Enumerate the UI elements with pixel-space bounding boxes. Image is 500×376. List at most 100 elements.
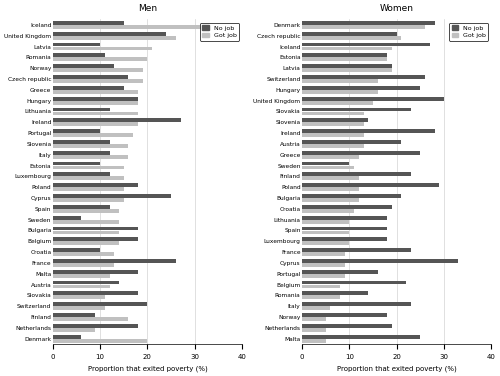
Bar xyxy=(52,36,176,39)
Bar xyxy=(302,86,420,90)
Bar xyxy=(302,237,387,241)
Bar xyxy=(52,53,105,57)
Bar xyxy=(52,205,110,209)
Bar xyxy=(52,173,110,176)
Bar xyxy=(302,36,402,39)
Bar xyxy=(302,241,350,245)
Bar xyxy=(302,313,387,317)
Bar xyxy=(52,274,110,277)
Bar xyxy=(302,21,434,25)
Bar xyxy=(302,90,378,94)
Bar xyxy=(52,75,128,79)
Bar xyxy=(52,291,138,295)
Bar xyxy=(52,328,96,332)
Bar xyxy=(302,32,396,36)
Bar xyxy=(302,209,354,213)
Bar xyxy=(302,270,378,274)
Bar xyxy=(52,166,124,170)
Bar xyxy=(52,313,96,317)
Bar xyxy=(302,53,387,57)
Bar xyxy=(302,205,392,209)
Bar xyxy=(302,291,368,295)
Title: Men: Men xyxy=(138,4,157,13)
Bar xyxy=(302,187,359,191)
Bar xyxy=(302,122,364,126)
Bar xyxy=(52,47,152,50)
Bar xyxy=(52,101,138,105)
X-axis label: Proportion that exited poverty (%): Proportion that exited poverty (%) xyxy=(337,365,456,372)
Bar xyxy=(302,112,364,115)
Bar xyxy=(52,198,124,202)
Bar xyxy=(52,68,142,72)
Bar xyxy=(52,64,114,68)
Bar xyxy=(302,42,430,47)
Bar xyxy=(302,339,326,343)
Bar xyxy=(302,108,411,111)
Bar xyxy=(52,25,233,29)
Bar xyxy=(302,162,350,165)
Bar xyxy=(52,90,138,94)
Bar xyxy=(52,252,114,256)
Bar xyxy=(302,263,344,267)
Bar xyxy=(52,129,100,133)
Bar xyxy=(302,144,364,148)
Bar xyxy=(52,317,128,321)
Bar xyxy=(52,86,124,90)
Bar xyxy=(302,47,392,50)
Bar xyxy=(52,209,119,213)
Bar xyxy=(52,58,148,61)
Bar xyxy=(52,155,128,159)
Bar xyxy=(52,194,171,198)
Bar xyxy=(52,220,119,224)
Bar xyxy=(302,248,411,252)
Bar xyxy=(52,241,119,245)
Legend: No job, Got job: No job, Got job xyxy=(449,23,488,41)
Bar xyxy=(52,97,138,100)
Bar xyxy=(302,183,440,187)
X-axis label: Proportion that exited poverty (%): Proportion that exited poverty (%) xyxy=(88,365,208,372)
Bar xyxy=(302,140,402,144)
Bar xyxy=(52,21,124,25)
Bar xyxy=(52,302,148,306)
Bar xyxy=(52,32,166,36)
Bar xyxy=(302,129,434,133)
Bar xyxy=(302,306,330,310)
Bar xyxy=(302,64,392,68)
Bar xyxy=(302,317,326,321)
Bar xyxy=(52,216,81,220)
Bar xyxy=(52,270,138,274)
Bar xyxy=(52,108,110,111)
Bar xyxy=(302,173,411,176)
Bar xyxy=(52,285,110,288)
Bar xyxy=(302,328,326,332)
Bar xyxy=(302,280,406,285)
Bar xyxy=(52,122,138,126)
Bar xyxy=(302,118,368,122)
Bar xyxy=(302,58,387,61)
Bar xyxy=(52,42,100,47)
Bar xyxy=(52,79,142,83)
Legend: No job, Got job: No job, Got job xyxy=(200,23,239,41)
Bar xyxy=(302,198,359,202)
Title: Women: Women xyxy=(380,4,414,13)
Bar xyxy=(52,144,128,148)
Bar xyxy=(302,25,425,29)
Bar xyxy=(302,166,354,170)
Bar xyxy=(52,140,110,144)
Bar xyxy=(52,324,138,328)
Bar xyxy=(302,75,425,79)
Bar xyxy=(302,335,420,338)
Bar xyxy=(302,259,458,263)
Bar xyxy=(302,220,350,224)
Bar xyxy=(52,296,105,299)
Bar xyxy=(302,79,378,83)
Bar xyxy=(302,151,420,155)
Bar xyxy=(52,133,133,137)
Bar xyxy=(52,339,148,343)
Bar xyxy=(302,68,392,72)
Bar xyxy=(52,263,114,267)
Bar xyxy=(52,162,100,165)
Bar xyxy=(302,101,373,105)
Bar xyxy=(302,155,359,159)
Bar xyxy=(302,194,402,198)
